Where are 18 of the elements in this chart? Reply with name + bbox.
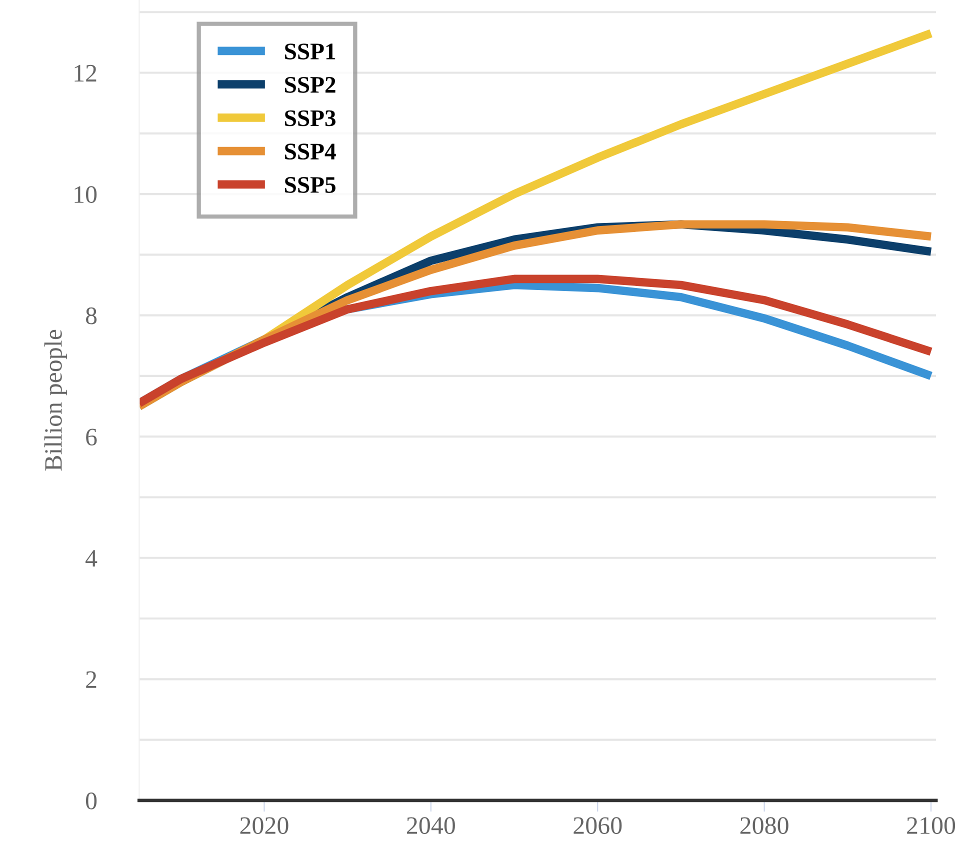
x-tick-label: 2020 [240,817,288,834]
y-tick-label: 4 [86,550,98,567]
x-tick-label: 2080 [740,817,788,834]
y-axis-title: Billion people [44,330,67,471]
legend-label: SSP2 [285,76,336,93]
y-tick-label: 8 [86,307,97,324]
y-tick-label: 6 [86,428,97,446]
legend-label: SSP4 [285,144,336,160]
legend-label: SSP3 [285,110,336,126]
y-tick-label: 12 [74,64,96,82]
x-tick-label: 2100 [907,817,956,834]
x-tick-label: 2060 [574,817,622,834]
legend-label: SSP1 [285,44,336,60]
y-tick-label: 10 [74,186,97,203]
x-tick-label: 2040 [407,817,455,834]
legend-label: SSP5 [285,177,336,193]
y-tick-label: 0 [86,792,97,810]
y-tick-label: 2 [86,671,96,688]
